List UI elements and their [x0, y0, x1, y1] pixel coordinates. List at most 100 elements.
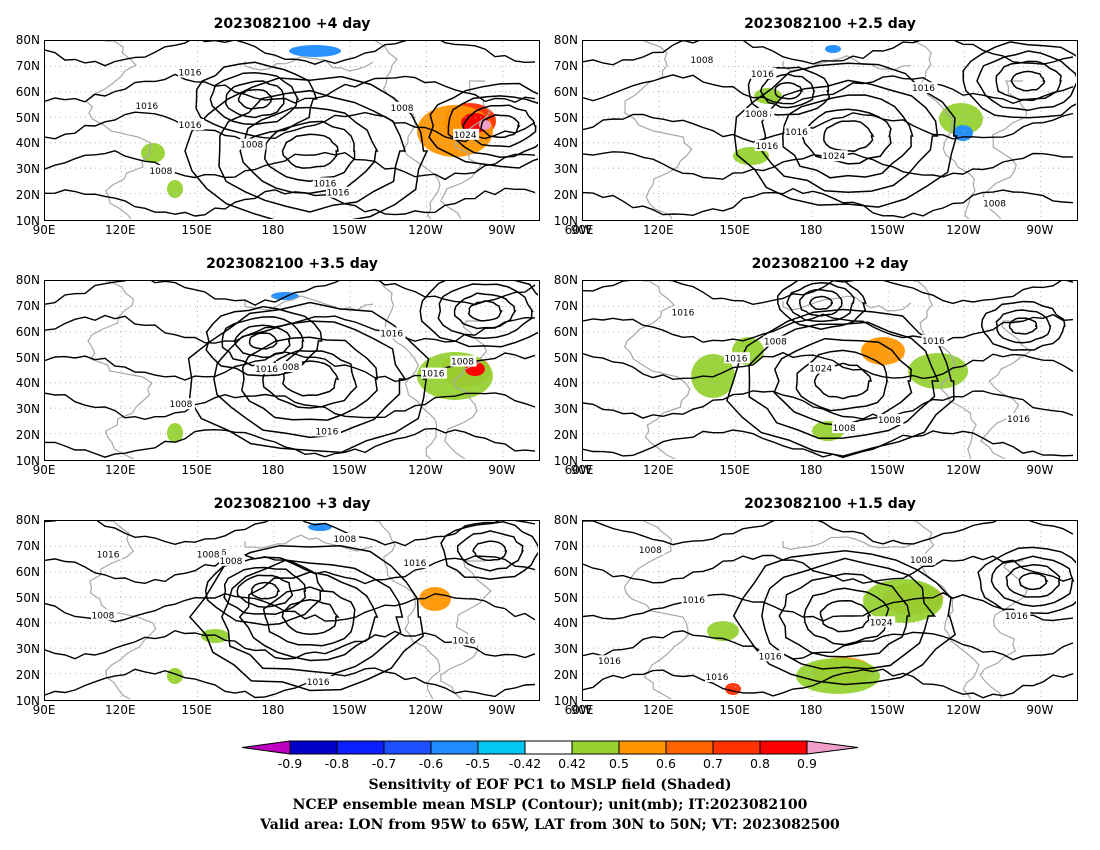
isobar-contour: [747, 66, 831, 116]
isobar-contour: [188, 544, 425, 692]
contour-label-bg: [921, 334, 948, 346]
lat-tick-label: 20N: [553, 428, 578, 443]
contour-label: 1016: [307, 678, 330, 688]
contour-label-bg: [402, 557, 429, 569]
isobar-contour: [782, 94, 914, 179]
colorbar-label: -0.7: [371, 756, 397, 771]
contour-label-bg: [178, 118, 205, 130]
isobar-contour: [583, 74, 1074, 105]
isobar-contour: [428, 82, 539, 169]
isobar-contour: [204, 556, 326, 626]
contour-label: 1008: [690, 56, 713, 66]
lon-tick-label: 120W: [408, 463, 443, 477]
lon-tick-label: 90E: [570, 463, 594, 477]
lon-tick-label: 120W: [408, 223, 443, 237]
lat-tick-label: 60N: [553, 564, 578, 579]
contour-label-bg: [254, 362, 281, 374]
colorbar: [241, 740, 859, 755]
isobar-contour: [583, 187, 1074, 219]
isobar-contour: [281, 133, 339, 169]
contour-label-bg: [808, 362, 835, 374]
isobar-contour: [218, 89, 407, 213]
contour-label: 1016: [380, 329, 403, 339]
lon-tick-label: 150E: [181, 223, 212, 237]
lat-tick-label: 10N: [553, 694, 578, 708]
isobar-contour: [583, 630, 1074, 661]
isobar-contour: [980, 300, 1066, 351]
lat-tick-label: 50N: [15, 110, 40, 125]
contour-label-bg: [332, 533, 359, 545]
contour-label: 1016: [313, 179, 336, 189]
isobar-contour: [795, 349, 889, 412]
panel-title: 2023082100 +3.5 day: [206, 256, 378, 272]
contour-label: 1016: [255, 365, 278, 375]
isobar-contour: [732, 549, 956, 686]
contour-label: 1016: [751, 70, 774, 80]
isobar-contour: [462, 104, 537, 148]
colorbar-swatch: [524, 740, 573, 755]
contour-label: 1024: [870, 618, 893, 628]
contour-label: 1008: [391, 104, 414, 114]
panel-title: 2023082100 +4 day: [213, 16, 371, 32]
lat-tick-label: 50N: [553, 590, 578, 605]
isobar-contour: [760, 79, 939, 193]
contour-label-bg: [821, 150, 848, 162]
sensitivity-shade: [733, 147, 769, 165]
contour-label-bg: [96, 548, 123, 560]
isobar-contour: [583, 313, 1074, 344]
lon-tick-label: 150E: [181, 463, 212, 477]
lon-tick-label: 180: [799, 223, 823, 237]
colorbar-swatch: [665, 740, 714, 755]
lon-tick-label: 150E: [719, 703, 750, 717]
lat-tick-label: 80N: [15, 513, 40, 527]
lon-tick-label: 90E: [570, 223, 594, 237]
contour-label: 1016: [912, 84, 935, 94]
sensitivity-shade: [167, 423, 183, 443]
isobar-contour: [819, 600, 872, 633]
lon-tick-label: 90W: [488, 463, 516, 477]
coastline: [87, 281, 153, 460]
sensitivity-shade: [141, 143, 165, 163]
colorbar-label: -0.8: [324, 756, 350, 771]
lon-tick-label: 150W: [869, 463, 905, 477]
contour-label-bg: [450, 355, 477, 367]
isobar-contour: [238, 571, 379, 662]
lat-tick-label: 60N: [15, 324, 40, 339]
lon-tick-label: 150E: [719, 223, 750, 237]
lat-tick-label: 20N: [553, 668, 578, 683]
coastline: [244, 534, 374, 552]
isobar-contour: [236, 574, 294, 608]
lon-tick-label: 180: [261, 703, 285, 717]
contour-label: 1008: [276, 363, 299, 373]
lat-tick-label: 70N: [553, 58, 578, 73]
lon-tick-label: 90W: [488, 223, 516, 237]
map-panel: 1016 1008 1016 1016 1024 1016 1016 1008: [582, 520, 1078, 701]
lat-tick-label: 80N: [553, 273, 578, 287]
isobar-contour: [453, 292, 517, 330]
isobar-contour: [437, 283, 534, 340]
sensitivity-shade: [691, 354, 735, 398]
isobar-contour: [281, 598, 340, 636]
contour-label-bg: [239, 138, 266, 150]
lon-tick-label: 90E: [32, 463, 56, 477]
lat-tick-label: 80N: [553, 513, 578, 527]
colorbar-label: 0.7: [703, 756, 723, 771]
isobar-contour: [184, 75, 429, 220]
colorbar-label: 0.6: [656, 756, 676, 771]
contour-label-bg: [314, 425, 341, 437]
map-panel: 1016 1016 1008 1008 1008 1016 1016: [44, 280, 540, 461]
lon-tick-label: 120W: [408, 703, 443, 717]
coastline: [623, 521, 689, 700]
footer-line-3: Valid area: LON from 95W to 65W, LAT fro…: [260, 817, 840, 833]
contour-label: 1024: [822, 152, 845, 162]
contour-label-bg: [134, 100, 161, 112]
contour-label-bg: [325, 186, 352, 198]
lat-tick-label: 10N: [553, 214, 578, 228]
contour-label: 1016: [755, 142, 778, 152]
contour-label: 1016: [706, 673, 729, 683]
lat-tick-label: 40N: [553, 136, 578, 151]
contour-label: 1008: [910, 556, 933, 566]
contour-label: 1008: [983, 200, 1006, 210]
lon-tick-label: 120E: [105, 703, 136, 717]
colorbar-arrow-high: [806, 740, 859, 755]
